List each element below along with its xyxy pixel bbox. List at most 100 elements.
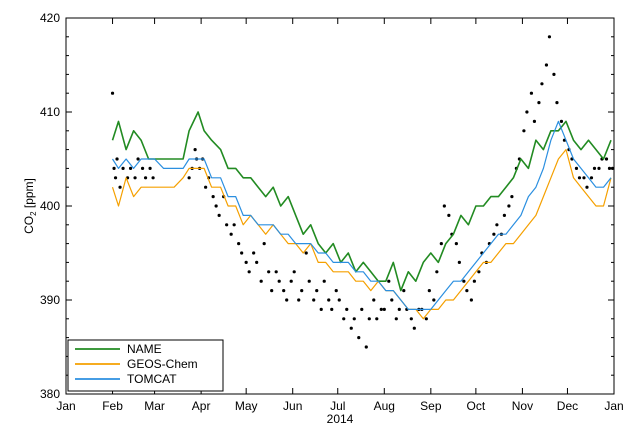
observation-point: [379, 307, 383, 311]
observation-point: [510, 195, 514, 199]
observation-point: [522, 129, 526, 133]
series-line-tomcat: [111, 120, 612, 310]
x-tick-label: Mar: [144, 399, 165, 413]
observation-point: [136, 157, 140, 161]
observation-point: [118, 185, 122, 189]
observation-point: [375, 317, 379, 321]
observation-point: [349, 326, 353, 330]
observation-point: [133, 176, 137, 180]
observation-point: [211, 195, 215, 199]
observation-point: [255, 260, 259, 264]
observation-point: [547, 35, 552, 39]
observation-point: [585, 185, 589, 189]
observation-point: [532, 119, 537, 123]
observation-point: [472, 279, 476, 283]
observation-point: [537, 101, 541, 105]
x-tick-label: Jan: [604, 399, 623, 413]
series-line-geos-chem: [111, 149, 612, 320]
observation-point: [424, 317, 428, 321]
observation-point: [244, 260, 248, 264]
observation-point: [442, 204, 446, 208]
observation-point: [237, 242, 241, 246]
x-tick-label: Apr: [192, 399, 211, 413]
observation-point: [247, 270, 251, 274]
y-axis: 380 390 400 410 420: [40, 11, 614, 401]
observation-point: [232, 223, 236, 227]
observation-point: [372, 298, 376, 302]
observation-point: [143, 176, 148, 180]
observation-point: [397, 307, 401, 311]
observation-point: [110, 91, 115, 95]
observation-point: [115, 157, 119, 161]
observation-point: [544, 63, 549, 67]
observation-point: [540, 82, 544, 86]
observation-point: [462, 279, 466, 283]
observation-point: [439, 242, 443, 246]
observation-point: [447, 213, 451, 217]
y-tick-label: 410: [40, 105, 60, 119]
y-axis-label-sub: 2: [29, 211, 38, 216]
observation-point: [319, 307, 323, 311]
observation-point: [507, 204, 511, 208]
x-tick-label: Jan: [56, 399, 75, 413]
x-tick-label: Jun: [283, 399, 302, 413]
observation-point: [148, 166, 152, 170]
observation-point: [322, 279, 326, 283]
observation-point: [262, 242, 266, 246]
y-tick-label: 380: [40, 387, 60, 401]
observation-point: [297, 298, 301, 302]
y-tick-label: 400: [40, 199, 60, 213]
observation-point: [151, 176, 155, 180]
observation-point: [204, 185, 208, 189]
observation-point: [394, 317, 398, 321]
observation-point: [589, 176, 594, 180]
observation-point: [285, 298, 289, 302]
observation-point: [555, 101, 559, 105]
observation-point: [382, 307, 386, 311]
y-axis-label-main: CO: [22, 216, 36, 234]
observation-point: [604, 157, 609, 161]
observation-point: [360, 307, 364, 311]
y-axis-label-unit: [ppm]: [22, 178, 36, 211]
observation-point: [113, 176, 118, 180]
observation-point: [577, 176, 582, 180]
y-axis-label: CO2 [ppm]: [22, 178, 38, 234]
observation-point: [270, 289, 274, 293]
y-tick-label: 390: [40, 293, 60, 307]
observation-point: [327, 298, 331, 302]
observation-point: [529, 91, 534, 95]
observation-point: [267, 270, 271, 274]
x-tick-label: Nov: [512, 399, 533, 413]
x-tick-label: Aug: [374, 399, 395, 413]
observation-point: [492, 232, 496, 236]
observation-point: [274, 270, 278, 274]
observation-point: [214, 204, 218, 208]
observation-point: [330, 307, 334, 311]
observation-point: [465, 289, 469, 293]
observation-point: [574, 166, 579, 170]
observation-point: [282, 289, 286, 293]
observation-point: [402, 289, 406, 293]
observation-point: [300, 289, 304, 293]
observation-point: [559, 119, 564, 123]
observation-point: [427, 289, 431, 293]
observation-point: [252, 251, 256, 255]
observation-point: [345, 307, 349, 311]
x-tick-label: May: [235, 399, 258, 413]
observation-point: [292, 270, 296, 274]
observation-point: [387, 279, 391, 283]
observation-point: [412, 326, 416, 330]
observation-point: [342, 317, 346, 321]
observation-point: [217, 213, 221, 217]
observation-point: [337, 298, 341, 302]
observation-point: [312, 298, 316, 302]
observation-point: [121, 166, 125, 170]
series-line-name: [111, 111, 612, 292]
x-tick-label: Jul: [330, 399, 345, 413]
observation-point: [259, 279, 263, 283]
observation-point: [495, 223, 499, 227]
observation-point: [357, 336, 361, 340]
observation-point: [112, 166, 116, 170]
